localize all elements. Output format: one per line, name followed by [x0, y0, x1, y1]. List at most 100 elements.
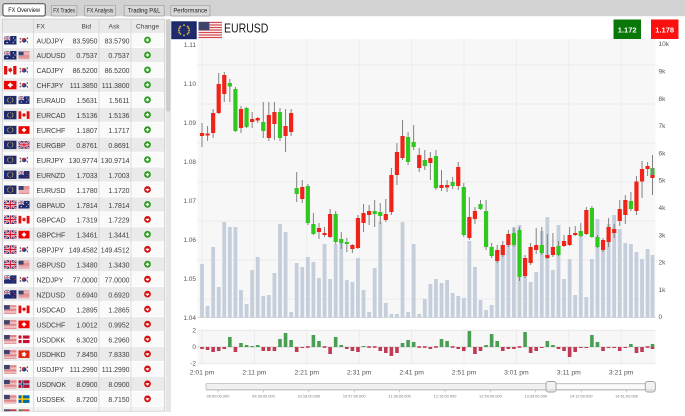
svg-text:86.5200: 86.5200 — [73, 68, 98, 75]
svg-text:12:15:00.000: 12:15:00.000 — [434, 394, 458, 399]
svg-text:6.2960: 6.2960 — [108, 337, 129, 344]
svg-text:Change: Change — [136, 24, 159, 31]
svg-text:1.178: 1.178 — [655, 26, 674, 35]
svg-text:12:54:00.000: 12:54:00.000 — [479, 394, 503, 399]
svg-text:83.5950: 83.5950 — [73, 38, 98, 45]
svg-text:0.6920: 0.6920 — [108, 292, 129, 299]
svg-text:0.7537: 0.7537 — [76, 53, 97, 60]
svg-text:1.1720: 1.1720 — [108, 188, 129, 195]
svg-text:USDSEK: USDSEK — [37, 397, 66, 404]
svg-text:0.9952: 0.9952 — [108, 322, 129, 329]
svg-text:10:18:00.000: 10:18:00.000 — [297, 394, 321, 399]
svg-text:1.5631: 1.5631 — [76, 98, 97, 105]
svg-text:13:33:00.000: 13:33:00.000 — [524, 394, 548, 399]
svg-text:8.0900: 8.0900 — [108, 382, 129, 389]
svg-text:1.2865: 1.2865 — [108, 307, 129, 314]
svg-text:EURCHF: EURCHF — [37, 128, 66, 135]
svg-text:1.11: 1.11 — [184, 42, 197, 49]
svg-text:FX Trades: FX Trades — [53, 7, 75, 14]
svg-text:2:21 pm: 2:21 pm — [295, 370, 320, 377]
svg-text:111.3800: 111.3800 — [102, 83, 130, 90]
svg-text:1.7003: 1.7003 — [108, 173, 129, 180]
svg-text:NZDUSD: NZDUSD — [37, 292, 66, 299]
svg-text:2:01 pm: 2:01 pm — [190, 370, 215, 377]
svg-text:3:21 pm: 3:21 pm — [609, 370, 634, 377]
svg-text:09:00:00.000: 09:00:00.000 — [207, 394, 231, 399]
svg-text:77.0000: 77.0000 — [105, 278, 130, 285]
svg-text:6.3020: 6.3020 — [76, 337, 97, 344]
svg-text:Trading P&L: Trading P&L — [128, 7, 161, 14]
svg-text:1.09: 1.09 — [183, 120, 196, 127]
svg-text:0.8761: 0.8761 — [76, 143, 97, 150]
svg-text:USDDKK: USDDKK — [37, 337, 66, 344]
svg-text:1.7814: 1.7814 — [76, 203, 97, 210]
svg-text:Performance: Performance — [173, 7, 208, 14]
svg-text:2k: 2k — [659, 260, 667, 267]
svg-text:1.07: 1.07 — [183, 198, 196, 205]
svg-text:86.5200: 86.5200 — [105, 68, 130, 75]
svg-text:Ask: Ask — [109, 24, 121, 31]
svg-text:8.0900: 8.0900 — [76, 382, 97, 389]
svg-text:1k: 1k — [659, 287, 667, 294]
svg-text:CADJPY: CADJPY — [37, 68, 65, 75]
svg-text:2:11 pm: 2:11 pm — [242, 370, 266, 377]
svg-text:10:57:00.000: 10:57:00.000 — [343, 394, 367, 399]
svg-text:USDCHF: USDCHF — [37, 322, 66, 329]
svg-text:FX Overview: FX Overview — [8, 7, 40, 14]
svg-text:3:01 pm: 3:01 pm — [504, 370, 529, 377]
svg-text:0: 0 — [192, 344, 196, 351]
svg-text:8.7200: 8.7200 — [76, 397, 97, 404]
svg-text:3:11 pm: 3:11 pm — [557, 370, 581, 377]
svg-text:83.5790: 83.5790 — [105, 38, 130, 45]
svg-text:10k: 10k — [659, 41, 670, 48]
svg-text:2:51 pm: 2:51 pm — [452, 370, 477, 377]
svg-text:1.1807: 1.1807 — [76, 128, 97, 135]
svg-text:1.10: 1.10 — [183, 81, 196, 88]
svg-text:0.7537: 0.7537 — [108, 53, 129, 60]
svg-text:-2: -2 — [190, 361, 196, 368]
svg-text:1.3480: 1.3480 — [76, 263, 97, 270]
svg-text:NZDJPY: NZDJPY — [37, 278, 64, 285]
svg-text:1.5136: 1.5136 — [76, 113, 97, 120]
svg-text:1.3430: 1.3430 — [108, 263, 129, 270]
svg-text:USDJPY: USDJPY — [37, 367, 65, 374]
svg-text:130.9714: 130.9714 — [101, 158, 130, 165]
svg-text:AUDJPY: AUDJPY — [37, 38, 65, 45]
svg-text:EURCAD: EURCAD — [37, 113, 66, 120]
svg-text:111.3850: 111.3850 — [70, 83, 98, 90]
svg-text:GBPUSD: GBPUSD — [37, 263, 66, 270]
svg-text:1.1780: 1.1780 — [76, 188, 97, 195]
svg-text:USDCAD: USDCAD — [37, 307, 66, 314]
svg-text:1.7814: 1.7814 — [108, 203, 129, 210]
svg-text:4k: 4k — [659, 205, 667, 212]
svg-text:Bid: Bid — [81, 24, 91, 31]
svg-text:1.7319: 1.7319 — [76, 218, 97, 225]
svg-text:FX Analysis: FX Analysis — [87, 7, 114, 14]
svg-text:8k: 8k — [659, 96, 667, 103]
svg-text:GBPAUD: GBPAUD — [37, 203, 66, 210]
svg-text:EURJPY: EURJPY — [37, 158, 65, 165]
svg-text:GBPJPY: GBPJPY — [37, 248, 65, 255]
svg-text:6k: 6k — [659, 150, 667, 157]
svg-text:14:51:00.000: 14:51:00.000 — [615, 394, 639, 399]
svg-text:1.2895: 1.2895 — [76, 307, 97, 314]
svg-text:1.5136: 1.5136 — [108, 113, 129, 120]
svg-text:9k: 9k — [659, 69, 667, 76]
svg-text:8.7150: 8.7150 — [108, 397, 129, 404]
svg-text:EURUSD: EURUSD — [224, 22, 268, 36]
svg-text:7.8450: 7.8450 — [76, 352, 97, 359]
svg-text:EURGBP: EURGBP — [37, 143, 67, 150]
svg-text:0: 0 — [659, 314, 663, 321]
svg-text:2: 2 — [192, 328, 196, 335]
svg-text:0.6940: 0.6940 — [76, 292, 97, 299]
svg-text:AUDUSD: AUDUSD — [37, 53, 66, 60]
svg-text:1.3441: 1.3441 — [108, 233, 129, 240]
svg-text:149.4582: 149.4582 — [69, 248, 98, 255]
svg-text:1.172: 1.172 — [618, 26, 637, 35]
svg-text:EURUSD: EURUSD — [37, 188, 66, 195]
svg-text:77.0000: 77.0000 — [73, 278, 98, 285]
svg-text:1.7033: 1.7033 — [76, 173, 97, 180]
svg-text:1.0012: 1.0012 — [76, 322, 97, 329]
svg-text:111.2990: 111.2990 — [70, 367, 98, 374]
svg-text:149.4512: 149.4512 — [101, 248, 130, 255]
